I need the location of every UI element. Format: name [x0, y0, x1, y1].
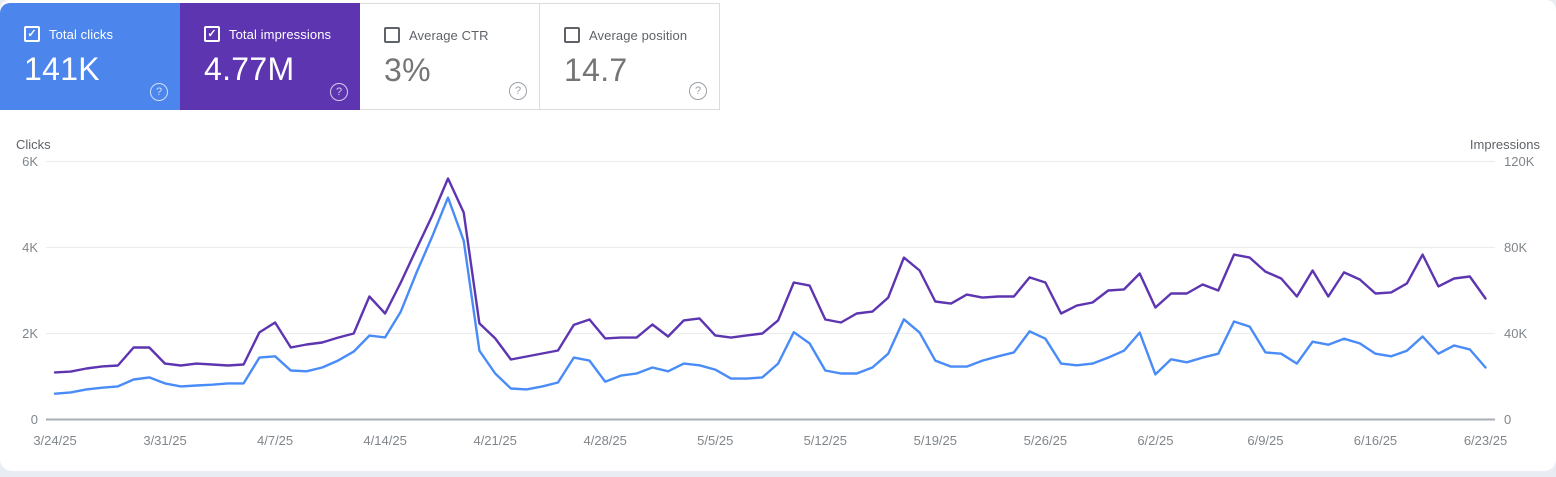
- card-label: Total clicks: [49, 26, 114, 42]
- x-axis-tick-label: 3/24/25: [33, 433, 77, 448]
- metric-card-total-impressions[interactable]: ✓ Total impressions 4.77M ?: [180, 3, 360, 110]
- check-icon: ✓: [207, 28, 217, 40]
- x-axis-tick-label: 5/26/25: [1023, 433, 1068, 448]
- average-position-checkbox[interactable]: [564, 27, 580, 43]
- card-label: Average position: [589, 27, 688, 43]
- left-axis-title: Clicks: [16, 137, 51, 152]
- metric-card-total-clicks[interactable]: ✓ Total clicks 141K ?: [0, 3, 180, 110]
- help-icon[interactable]: ?: [509, 82, 527, 100]
- total-impressions-value: 4.77M: [204, 51, 295, 87]
- x-axis-tick-label: 4/28/25: [583, 433, 627, 448]
- left-axis-tick-label: 0: [30, 411, 38, 427]
- card-label: Average CTR: [409, 27, 489, 43]
- average-ctr-checkbox[interactable]: [384, 27, 400, 43]
- card-header: ✓ Total impressions: [204, 26, 360, 42]
- right-axis-tick-label: 120K: [1504, 153, 1535, 169]
- x-axis-tick-label: 4/7/25: [257, 433, 294, 448]
- x-axis-tick-label: 4/14/25: [363, 433, 407, 448]
- card-header: Average position: [564, 27, 719, 43]
- right-axis-tick-label: 0: [1504, 411, 1512, 427]
- card-label: Total impressions: [229, 26, 332, 42]
- x-axis-tick-label: 5/5/25: [697, 433, 734, 448]
- help-icon[interactable]: ?: [330, 83, 348, 101]
- average-ctr-value: 3%: [384, 52, 431, 88]
- left-axis-tick-label: 4K: [22, 239, 38, 255]
- x-axis-tick-label: 4/21/25: [473, 433, 517, 448]
- x-axis-tick-label: 5/19/25: [913, 433, 957, 448]
- right-axis-tick-label: 40K: [1504, 325, 1528, 341]
- x-axis-tick-label: 6/16/25: [1353, 433, 1398, 448]
- card-header: Average CTR: [384, 27, 539, 43]
- x-axis-tick-label: 3/31/25: [143, 433, 187, 448]
- card-header: ✓ Total clicks: [24, 26, 180, 42]
- x-axis-tick-label: 6/23/25: [1463, 433, 1508, 448]
- total-impressions-checkbox[interactable]: ✓: [204, 26, 220, 42]
- right-axis-tick-label: 80K: [1504, 239, 1528, 255]
- metric-card-average-position[interactable]: Average position 14.7 ?: [540, 3, 720, 110]
- left-axis-tick-label: 6K: [22, 153, 38, 169]
- help-icon[interactable]: ?: [689, 82, 707, 100]
- total-clicks-value: 141K: [24, 51, 100, 87]
- help-icon[interactable]: ?: [150, 83, 168, 101]
- total-clicks-checkbox[interactable]: ✓: [24, 26, 40, 42]
- left-axis-tick-label: 2K: [22, 325, 38, 341]
- right-axis-title: Impressions: [1469, 137, 1540, 152]
- check-icon: ✓: [27, 28, 37, 40]
- x-axis-tick-label: 6/9/25: [1247, 433, 1284, 448]
- clicks-line: [53, 196, 1487, 395]
- x-axis-tick-label: 5/12/25: [803, 433, 847, 448]
- metric-card-average-ctr[interactable]: Average CTR 3% ?: [360, 3, 540, 110]
- average-position-value: 14.7: [564, 52, 628, 88]
- x-axis-tick-label: 6/2/25: [1137, 433, 1174, 448]
- impressions-line: [53, 177, 1487, 374]
- metric-cards-row: ✓ Total clicks 141K ? ✓ Total impression…: [0, 3, 720, 110]
